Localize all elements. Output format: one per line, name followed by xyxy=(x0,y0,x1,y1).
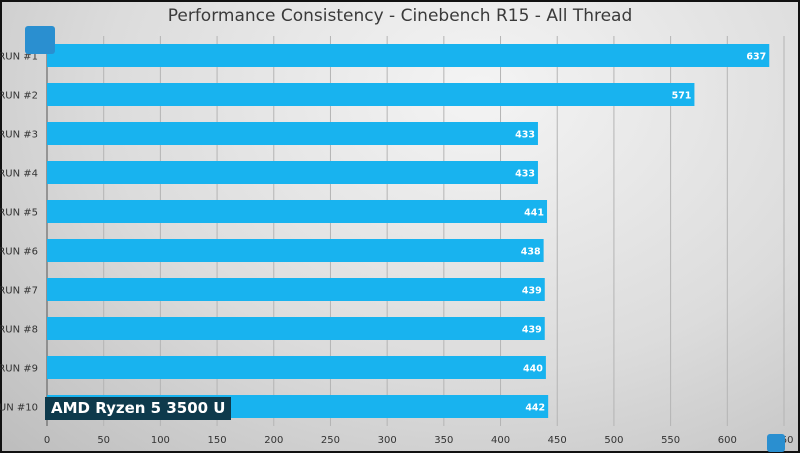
x-tick-label: 150 xyxy=(208,435,227,446)
chart-title: Performance Consistency - Cinebench R15 … xyxy=(167,6,633,26)
y-tick-label: RUN #10 xyxy=(0,403,38,414)
bar xyxy=(47,317,545,340)
x-tick-label: 550 xyxy=(661,435,680,446)
y-tick-label: RUN #5 xyxy=(0,208,38,219)
y-tick-label: RUN #1 xyxy=(0,52,38,63)
bar xyxy=(47,200,548,223)
bar xyxy=(47,44,770,67)
x-tick-label: 300 xyxy=(378,435,397,446)
data-label: 433 xyxy=(515,169,535,180)
y-tick-label: RUN #8 xyxy=(0,325,38,336)
x-tick-label: 450 xyxy=(548,435,567,446)
y-tick-label: RUN #3 xyxy=(0,130,38,141)
data-label: 439 xyxy=(522,325,542,336)
jr-logo-small-icon xyxy=(767,434,785,452)
x-tick-label: 400 xyxy=(491,435,510,446)
bar xyxy=(47,239,544,262)
bar xyxy=(47,122,538,145)
y-tick-label: RUN #6 xyxy=(0,247,38,258)
x-tick-label: 500 xyxy=(604,435,623,446)
x-tick-label: 100 xyxy=(151,435,170,446)
data-label: 439 xyxy=(522,286,542,297)
data-label: 637 xyxy=(746,52,766,63)
x-tick-label: 200 xyxy=(264,435,283,446)
x-tick-label: 50 xyxy=(97,435,110,446)
bar xyxy=(47,161,538,184)
jr-logo-icon xyxy=(25,26,55,54)
data-label: 438 xyxy=(521,247,541,258)
data-label: 442 xyxy=(525,403,545,414)
y-tick-label: RUN #2 xyxy=(0,91,38,102)
x-tick-label: 0 xyxy=(44,435,50,446)
x-tick-label: 600 xyxy=(718,435,737,446)
x-tick-label: 350 xyxy=(434,435,453,446)
data-label: 441 xyxy=(524,208,544,219)
y-tick-label: RUN #9 xyxy=(0,364,38,375)
data-label: 433 xyxy=(515,130,535,141)
data-label: 440 xyxy=(523,364,543,375)
y-tick-label: RUN #7 xyxy=(0,286,38,297)
bar xyxy=(47,356,546,379)
x-tick-label: 250 xyxy=(321,435,340,446)
bar xyxy=(47,278,545,301)
y-tick-label: RUN #4 xyxy=(0,169,38,180)
series-label: AMD Ryzen 5 3500 U xyxy=(45,397,232,420)
data-label: 571 xyxy=(672,91,692,102)
bar xyxy=(47,83,695,106)
